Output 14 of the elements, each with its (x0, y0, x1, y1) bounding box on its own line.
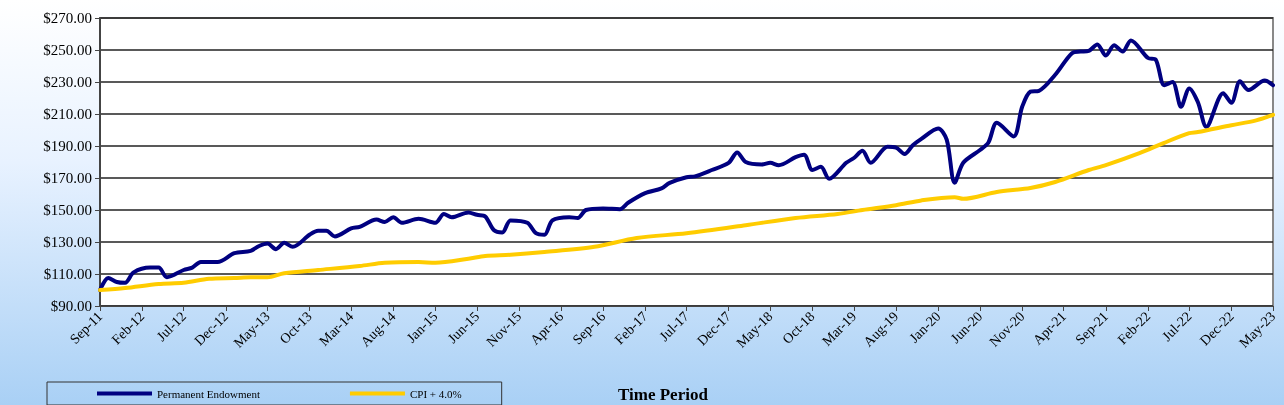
legend-label: Permanent Endowment (157, 387, 260, 400)
y-tick-label: $190.00 (43, 138, 92, 154)
y-tick-label: $170.00 (43, 170, 92, 186)
y-tick-label: $230.00 (43, 74, 92, 90)
y-tick-label: $90.00 (50, 298, 92, 314)
y-tick-label: $250.00 (43, 42, 92, 58)
y-tick-label: $130.00 (43, 234, 92, 250)
y-tick-label: $270.00 (43, 10, 92, 26)
y-tick-label: $150.00 (43, 202, 92, 218)
y-tick-label: $210.00 (43, 106, 92, 122)
line-series (98, 112, 1275, 292)
x-axis-title: Time Period (618, 385, 709, 404)
y-tick-label: $110.00 (43, 266, 92, 282)
legend-label: CPI + 4.0% (409, 387, 462, 400)
